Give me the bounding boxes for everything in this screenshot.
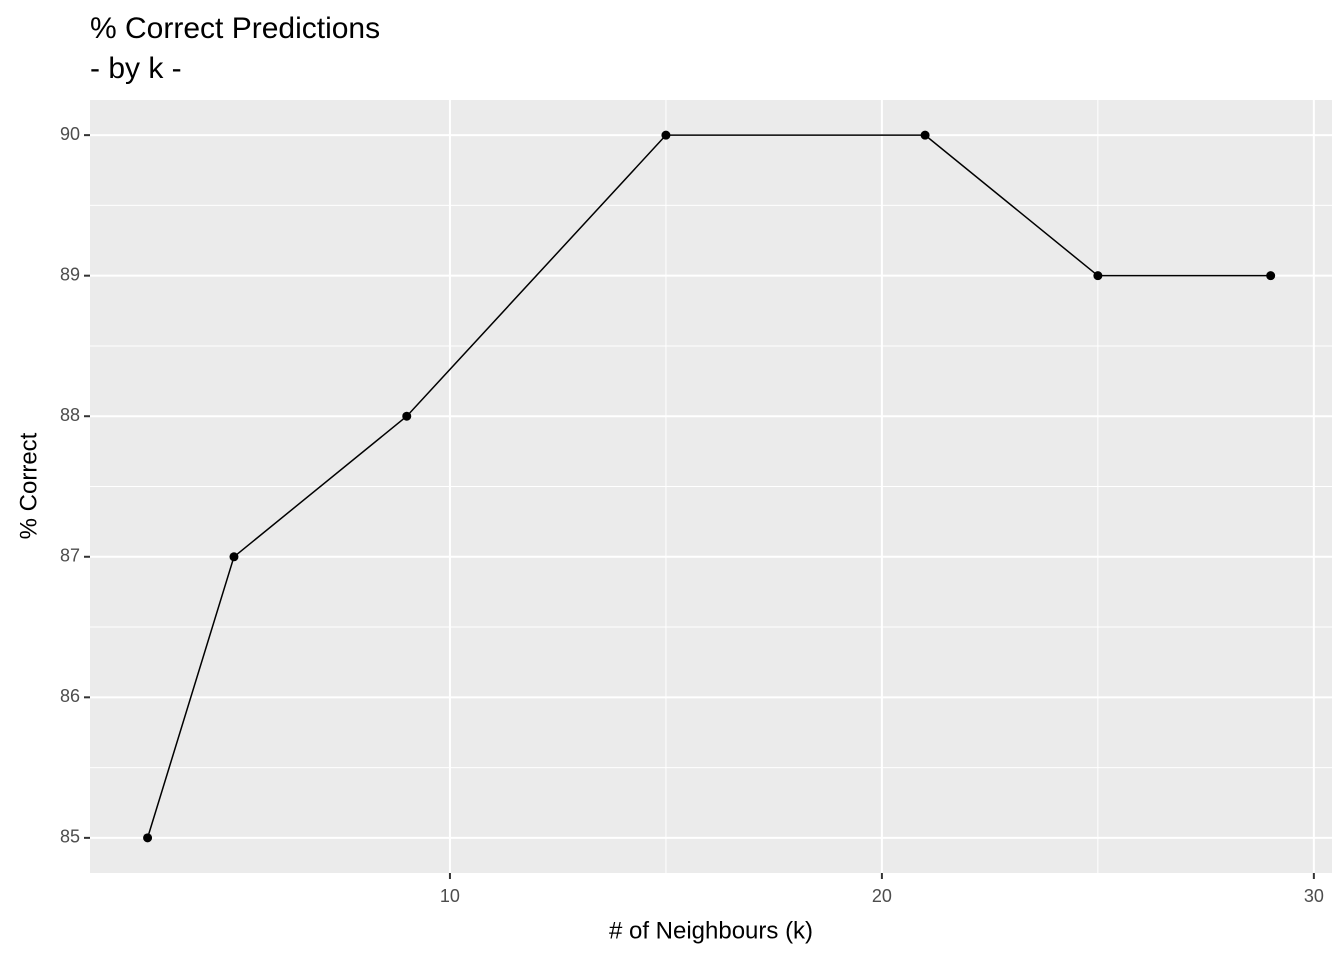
- x-tick-label: 30: [1304, 886, 1324, 906]
- point: [661, 130, 671, 140]
- point: [1093, 271, 1103, 281]
- chart-subtitle: - by k -: [90, 52, 182, 85]
- point: [143, 833, 153, 843]
- point: [920, 130, 930, 140]
- point: [1266, 271, 1276, 281]
- y-axis-title: % Correct: [15, 432, 42, 539]
- x-tick-label: 10: [440, 886, 460, 906]
- point: [402, 411, 412, 421]
- x-tick-label: 20: [872, 886, 892, 906]
- grid: [90, 100, 1332, 873]
- x-axis-title: # of Neighbours (k): [609, 917, 813, 944]
- y-tick-label: 89: [60, 264, 80, 284]
- y-tick-label: 87: [60, 546, 80, 566]
- y-tick-label: 90: [60, 124, 80, 144]
- y-tick-label: 85: [60, 827, 80, 847]
- point: [229, 552, 239, 562]
- y-tick-label: 88: [60, 405, 80, 425]
- y-tick-label: 86: [60, 686, 80, 706]
- chart-title: % Correct Predictions: [90, 12, 380, 45]
